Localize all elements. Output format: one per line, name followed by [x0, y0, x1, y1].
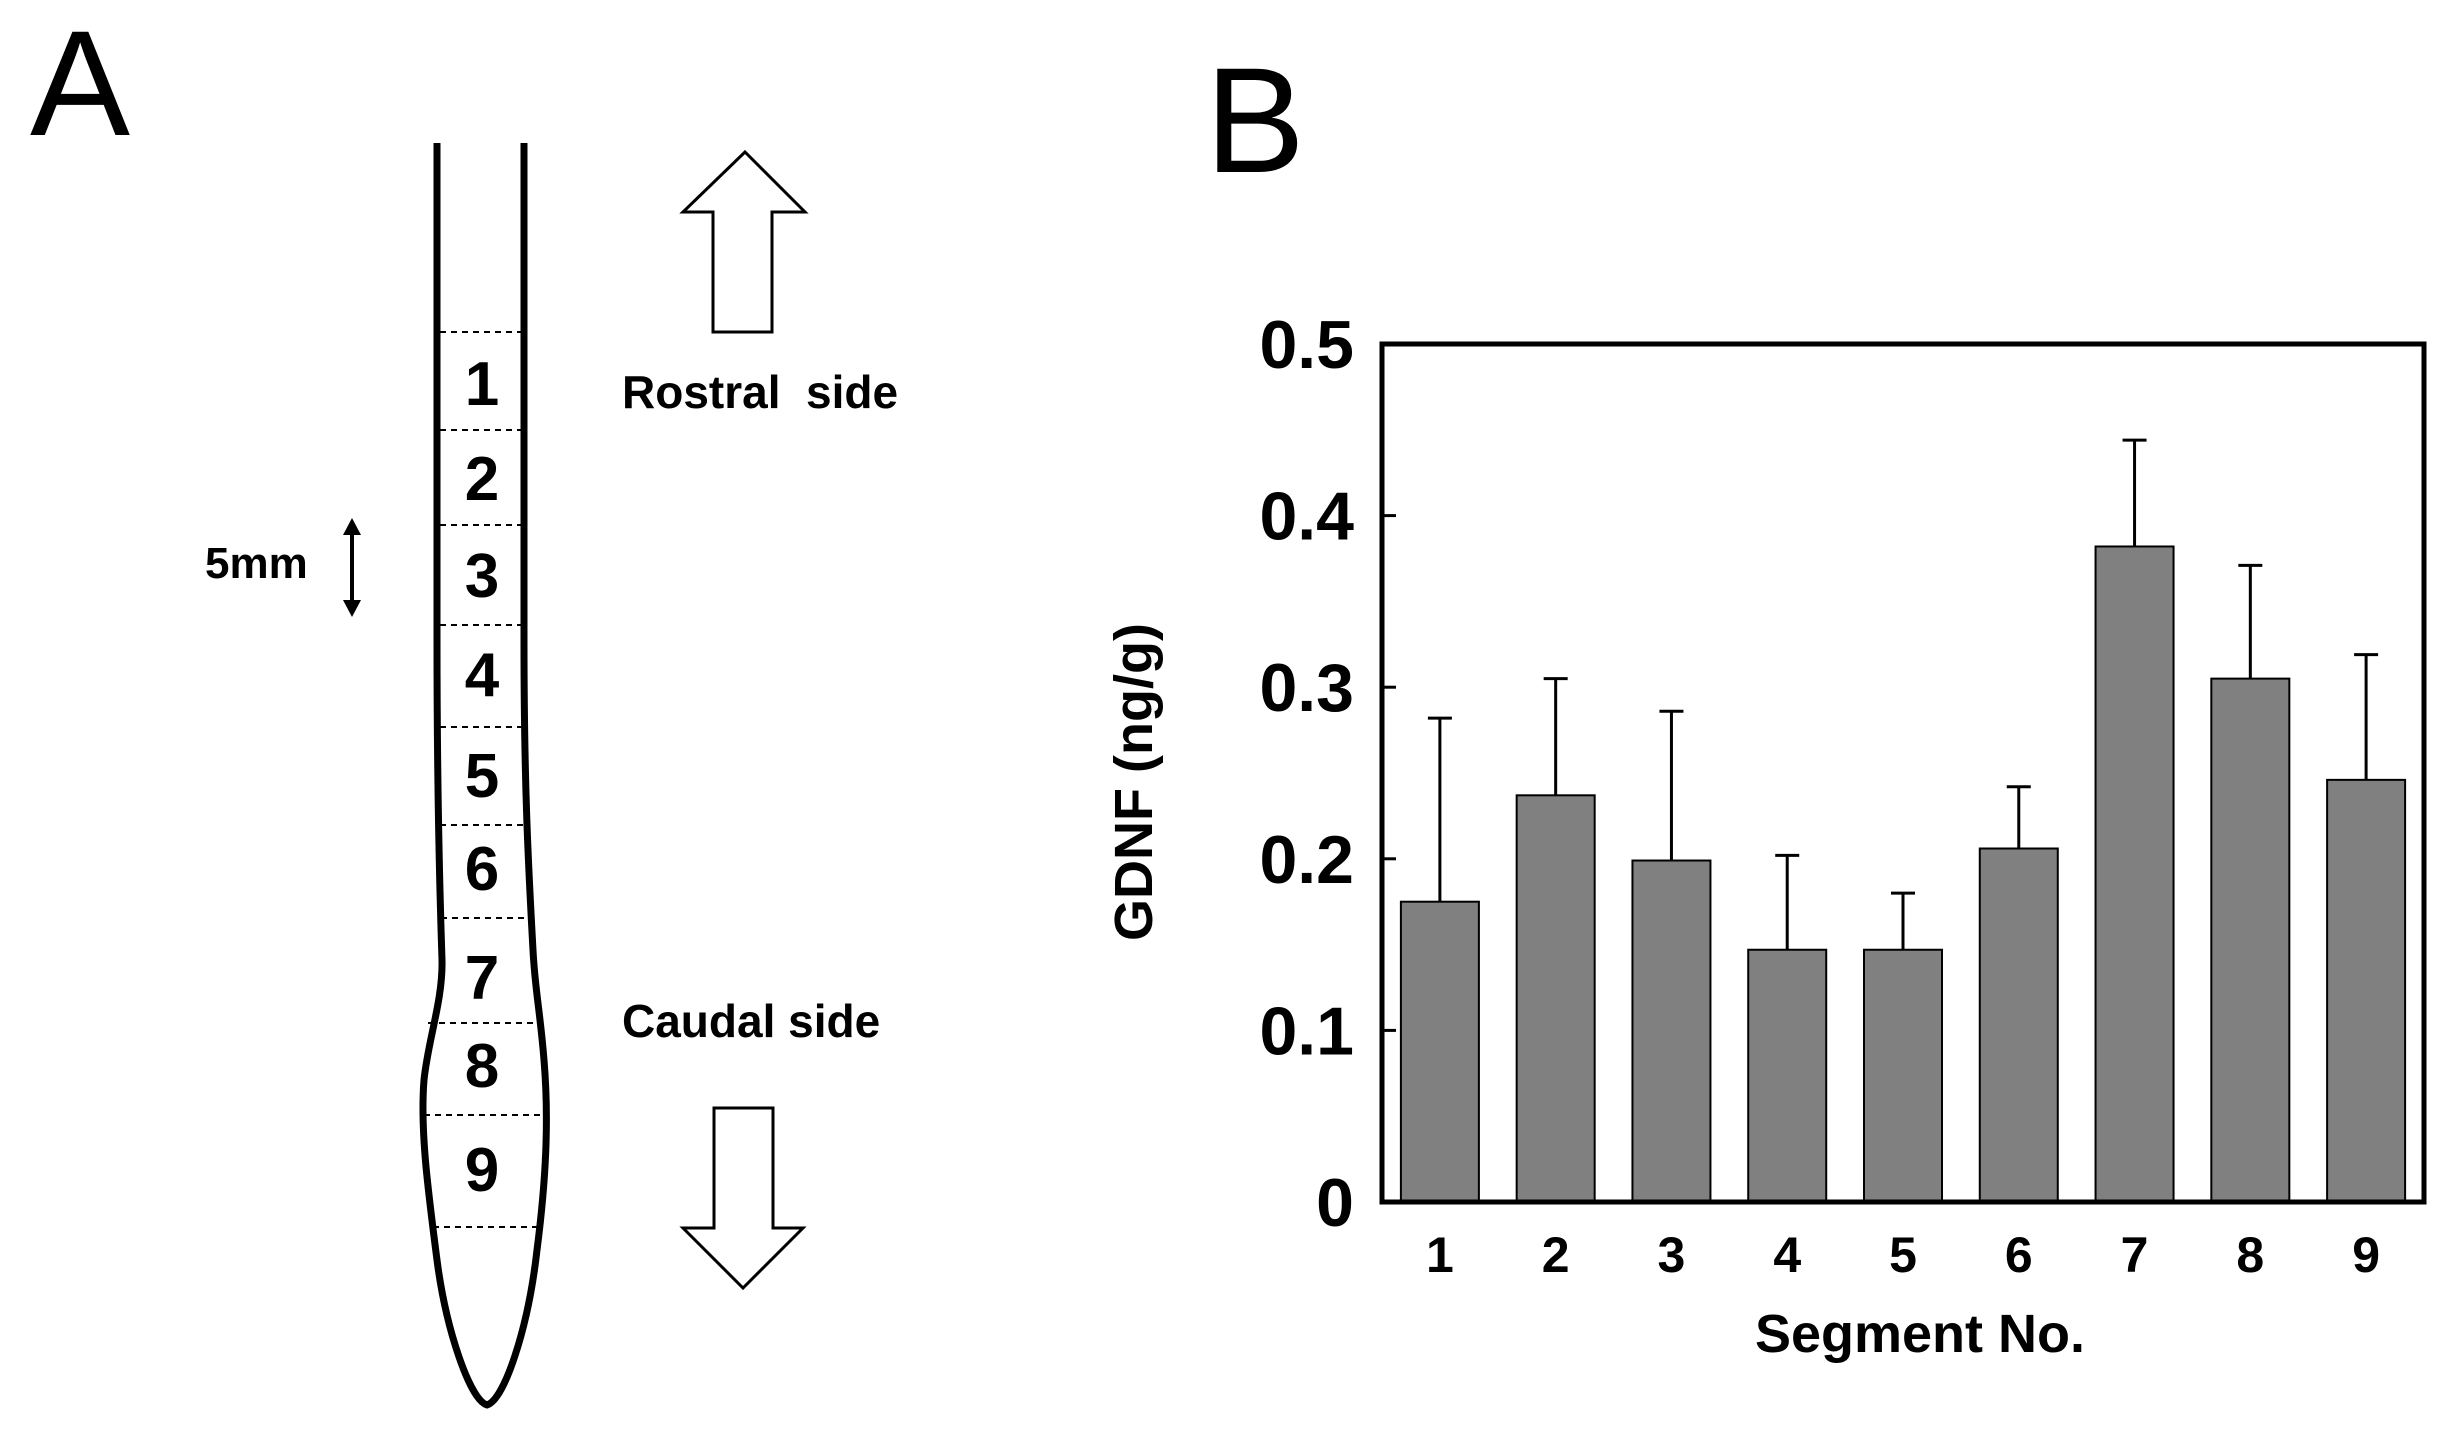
segment-number: 1 [465, 350, 499, 419]
rostral-label: Rostral side [622, 366, 898, 418]
x-axis-ticks: 1 2 3 4 5 6 7 8 9 [1426, 1227, 2380, 1283]
x-tick-label: 1 [1426, 1227, 1454, 1283]
caudal-arrow-icon [679, 1106, 807, 1291]
x-tick-label: 5 [1889, 1227, 1917, 1283]
segment-number: 3 [465, 542, 499, 611]
bar [1978, 847, 2059, 1204]
x-tick-label: 2 [1542, 1227, 1570, 1283]
bar [2210, 677, 2291, 1203]
scale-label: 5mm [205, 539, 308, 588]
segment-number: 4 [465, 641, 500, 710]
bar [2326, 778, 2407, 1203]
error-bar [1659, 709, 1684, 861]
y-axis-title: GDNF (ng/g) [1104, 623, 1164, 941]
segment-number: 9 [465, 1136, 499, 1205]
segment-numbers: 1 2 3 4 5 6 7 8 9 [465, 350, 500, 1205]
bar-chart: 0 0.1 0.2 0.3 0.4 0.5 1 2 3 4 5 6 7 8 9 Segment No. G… [1104, 307, 2427, 1364]
error-bar [1427, 716, 1452, 902]
x-tick-label: 7 [2121, 1227, 2149, 1283]
panel-a-label: A [30, 0, 130, 167]
x-tick-label: 8 [2236, 1227, 2264, 1283]
bar [1747, 948, 1828, 1203]
y-tick-label: 0.5 [1259, 307, 1354, 383]
x-tick-label: 4 [1773, 1227, 1801, 1283]
y-tick-label: 0.4 [1259, 479, 1354, 555]
y-axis-ticks: 0 0.1 0.2 0.3 0.4 0.5 [1259, 307, 1396, 1241]
panel-b: B 0 0.1 0.2 0.3 0.4 0.5 1 2 3 4 5 6 7 8 9 Segment No.… [1104, 36, 2427, 1364]
segment-dividers [424, 331, 545, 1228]
error-bar [2354, 653, 2379, 780]
error-bar [1891, 891, 1915, 950]
caudal-label: Caudal side [622, 995, 880, 1047]
y-tick-label: 0.2 [1259, 822, 1354, 898]
x-axis-title: Segment No. [1755, 1304, 2085, 1364]
bar [1863, 948, 1943, 1203]
y-tick-label: 0 [1316, 1165, 1354, 1241]
error-bar [2122, 438, 2147, 547]
bar [1631, 859, 1712, 1203]
scale-arrow-icon [343, 518, 361, 617]
x-tick-label: 6 [2005, 1227, 2033, 1283]
y-tick-label: 0.3 [1259, 650, 1354, 726]
panel-a: A 1 2 3 4 5 6 7 8 9 5mm [30, 0, 898, 1409]
segment-number: 2 [465, 445, 499, 514]
chart-error-bars [1427, 438, 2379, 950]
plot-frame [1379, 341, 2427, 1205]
chart-bars [1399, 545, 2407, 1204]
rostral-arrow-icon [679, 149, 809, 334]
error-bar [2006, 785, 2031, 849]
error-bar [2238, 563, 2263, 679]
bar [1399, 900, 1480, 1203]
segment-number: 5 [465, 742, 499, 811]
error-bar [1775, 853, 1800, 950]
bar [2094, 545, 2175, 1203]
y-tick-label: 0.1 [1259, 993, 1354, 1069]
segment-number: 7 [465, 944, 499, 1013]
panel-b-label: B [1205, 36, 1305, 204]
spinal-cord-outline [419, 143, 550, 1409]
x-tick-label: 9 [2352, 1227, 2380, 1283]
error-bar [1543, 677, 1568, 796]
segment-number: 8 [465, 1032, 499, 1101]
segment-number: 6 [465, 835, 499, 904]
x-tick-label: 3 [1658, 1227, 1686, 1283]
bar [1515, 794, 1596, 1203]
